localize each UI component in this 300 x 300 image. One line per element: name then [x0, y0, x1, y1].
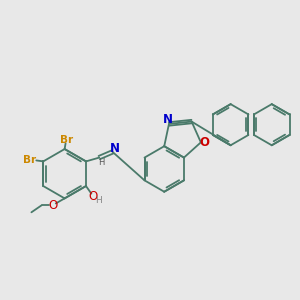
- Text: O: O: [48, 199, 57, 212]
- Text: O: O: [88, 190, 98, 203]
- Text: N: N: [110, 142, 120, 155]
- Text: Br: Br: [60, 135, 73, 145]
- Text: O: O: [200, 136, 210, 149]
- Text: H: H: [98, 158, 104, 166]
- Text: H: H: [95, 196, 102, 206]
- Text: N: N: [162, 113, 172, 126]
- Text: Br: Br: [23, 155, 37, 165]
